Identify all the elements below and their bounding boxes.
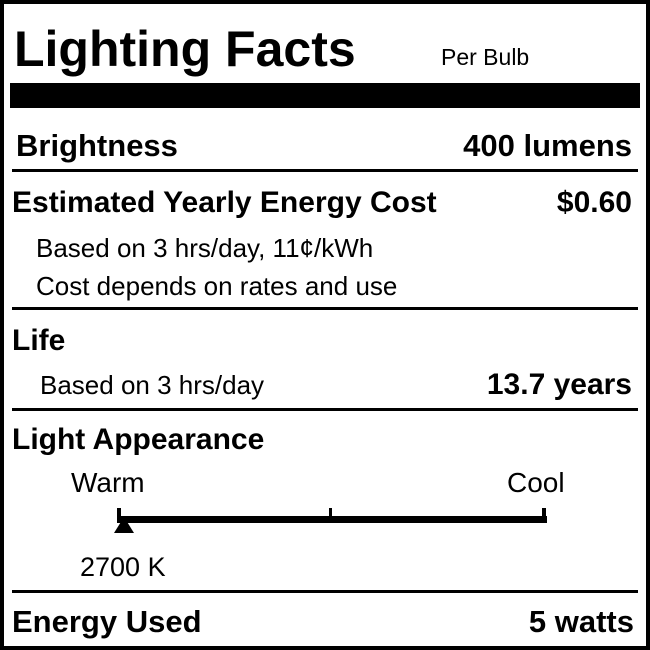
scale-tick: [117, 508, 121, 523]
energy-cost-note-1: Based on 3 hrs/day, 11¢/kWh: [36, 233, 374, 263]
divider: [12, 590, 638, 593]
appearance-value: 2700 K: [80, 552, 166, 582]
scale-tick: [542, 508, 546, 523]
label-subtitle: Per Bulb: [441, 44, 530, 70]
brightness-label: Brightness: [16, 128, 178, 163]
divider: [12, 169, 638, 172]
label-title: Lighting Facts: [14, 21, 356, 77]
life-note: Based on 3 hrs/day: [40, 370, 265, 400]
color-temperature-scale: [118, 516, 547, 523]
life-label: Life: [12, 324, 66, 357]
color-temperature-marker-icon: [113, 517, 134, 533]
divider: [12, 408, 638, 411]
life-value: 13.7 years: [486, 368, 632, 401]
cool-label: Cool: [507, 467, 565, 498]
energy-cost-label: Estimated Yearly Energy Cost: [12, 186, 437, 219]
appearance-label: Light Appearance: [12, 423, 265, 456]
energy-used-label: Energy Used: [12, 604, 202, 639]
scale-tick: [329, 508, 332, 523]
header-bar: [10, 83, 640, 108]
energy-cost-note-2: Cost depends on rates and use: [36, 271, 398, 301]
warm-label: Warm: [71, 467, 145, 498]
brightness-value: 400 lumens: [463, 128, 632, 163]
energy-used-value: 5 watts: [528, 604, 634, 639]
energy-cost-value: $0.60: [556, 186, 632, 219]
divider: [12, 307, 638, 310]
